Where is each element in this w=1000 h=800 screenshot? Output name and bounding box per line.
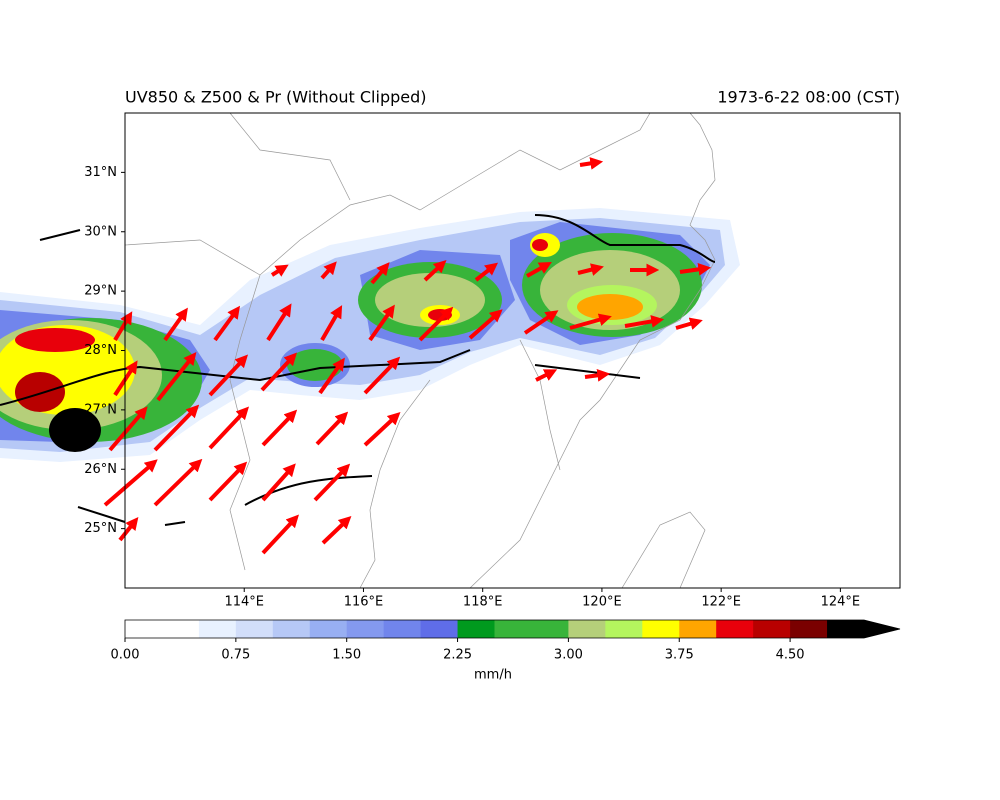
colorbar-tick-label: 1.50 — [332, 648, 361, 663]
colorbar-box — [716, 620, 754, 638]
contours — [0, 214, 716, 526]
colorbar-box — [125, 620, 163, 638]
colorbar-tick-label: 0.00 — [111, 648, 140, 663]
colorbar-box — [568, 620, 606, 638]
wind-arrows — [103, 157, 712, 555]
y-tick-label: 29°N — [84, 284, 117, 299]
colorbar-extend — [864, 620, 900, 638]
colorbar-box — [531, 620, 569, 638]
title-left: UV850 & Z500 & Pr (Without Clipped) — [125, 88, 427, 107]
colorbar-tick-label: 2.25 — [443, 648, 472, 663]
y-tick-label: 25°N — [84, 521, 117, 536]
colorbar-outline — [124, 619, 901, 639]
colorbar-tick-label: 3.00 — [554, 648, 583, 663]
x-tick-label: 118°E — [463, 595, 503, 610]
colorbar-box — [753, 620, 791, 638]
colorbar-tick-label: 3.75 — [665, 648, 694, 663]
precipitation — [0, 208, 740, 462]
colorbar-box — [346, 620, 385, 638]
title-right: 1973-6-22 08:00 (CST) — [717, 88, 900, 107]
x-tick-label: 122°E — [701, 595, 741, 610]
y-tick-label: 28°N — [84, 343, 117, 358]
y-tick-label: 27°N — [84, 402, 117, 417]
colorbar-box — [827, 620, 865, 638]
colorbar-box — [642, 620, 680, 638]
colorbar-box — [457, 620, 495, 638]
x-tick-label: 116°E — [344, 595, 384, 610]
colorbar-box — [790, 620, 828, 638]
colorbar-box — [161, 620, 200, 638]
colorbar-box — [235, 620, 274, 638]
colorbar-box — [272, 620, 311, 638]
colorbar-box — [679, 620, 717, 638]
colorbar-box — [605, 620, 643, 638]
colorbar-box — [383, 620, 422, 638]
colorbar-box — [494, 620, 532, 638]
colorbar-tick-label: 0.75 — [221, 648, 250, 663]
y-tick-label: 26°N — [84, 462, 117, 477]
y-tick-label: 30°N — [84, 224, 117, 239]
colorbar-box — [420, 620, 459, 638]
y-tick-label: 31°N — [84, 165, 117, 180]
colorbar-tick-label: 4.50 — [776, 648, 805, 663]
colorbar-label: mm/h — [474, 668, 512, 683]
colorbar: 0.00 0.75 1.50 2.25 3.00 3.75 4.50 — [111, 619, 901, 663]
x-tick-label: 120°E — [582, 595, 622, 610]
x-tick-label: 124°E — [821, 595, 861, 610]
colorbar-box — [309, 620, 348, 638]
x-tick-label: 114°E — [224, 595, 264, 610]
colorbar-box — [198, 620, 237, 638]
